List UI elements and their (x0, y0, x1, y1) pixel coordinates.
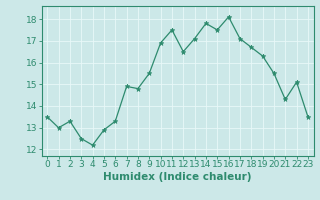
X-axis label: Humidex (Indice chaleur): Humidex (Indice chaleur) (103, 172, 252, 182)
